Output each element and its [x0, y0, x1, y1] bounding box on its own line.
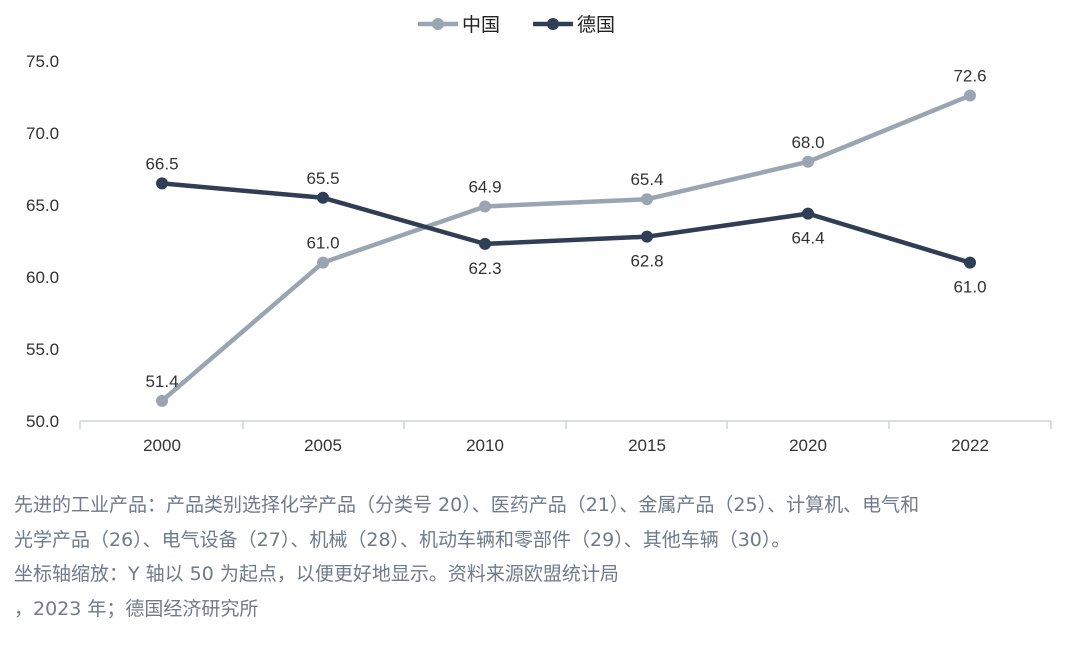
series-layer	[156, 89, 976, 407]
note-line-1: 先进的工业产品：产品类别选择化学产品（分类号 20）、医药产品（21）、金属产品…	[14, 494, 920, 516]
data-label: 61.0	[306, 234, 339, 253]
data-label: 51.4	[145, 372, 178, 391]
x-tick-label: 2015	[628, 436, 666, 455]
data-point	[479, 200, 491, 213]
legend-swatch-marker	[432, 18, 444, 30]
note-line-3: 坐标轴缩放：Y 轴以 50 为起点，以便更好地显示。资料来源欧盟统计局	[14, 563, 619, 585]
data-label: 61.0	[953, 278, 986, 297]
data-label: 72.6	[953, 67, 986, 86]
x-tick-label: 2020	[789, 436, 827, 455]
y-axis: 50.0 55.0 60.0 65.0 70.0 75.0	[26, 52, 59, 431]
y-tick-label: 55.0	[26, 340, 59, 359]
data-label: 62.3	[468, 259, 501, 278]
chart-notes: 先进的工业产品：产品类别选择化学产品（分类号 20）、医药产品（21）、金属产品…	[14, 488, 1076, 626]
data-label: 62.8	[630, 252, 663, 271]
x-tick-label: 2022	[951, 436, 989, 455]
data-labels: 51.4 61.0 64.9 65.4 68.0 72.6 66.5 65.5 62.3 62.8…	[145, 67, 986, 391]
data-label: 64.9	[468, 177, 501, 196]
data-point	[964, 256, 976, 269]
data-label: 65.4	[630, 170, 663, 189]
data-point	[802, 155, 814, 168]
data-point	[479, 237, 491, 250]
y-tick-label: 60.0	[26, 268, 59, 287]
x-tick-label: 2005	[304, 436, 342, 455]
y-tick-label: 70.0	[26, 124, 59, 143]
data-point	[317, 191, 329, 204]
series-line-2	[161, 181, 971, 265]
data-point	[802, 207, 814, 220]
legend-label: 中国	[462, 14, 500, 36]
data-point	[156, 394, 168, 407]
data-point	[317, 256, 329, 269]
data-point	[156, 177, 168, 190]
data-label: 65.5	[306, 169, 339, 188]
data-label: 66.5	[145, 154, 178, 173]
x-axis: 2000 2005 2010 2015 2020 2022	[79, 420, 1052, 455]
line-chart: 中国 德国 50.055.060.065.070.075.0 2000 2005 20…	[26, 14, 1052, 455]
note-line-2: 光学产品（26）、电气设备（27）、机械（28）、机动车辆和零部件（29）、其他…	[14, 528, 791, 551]
legend-swatch-marker	[547, 18, 559, 30]
data-label: 68.0	[791, 133, 824, 152]
legend: 中国 德国	[418, 14, 615, 36]
y-tick-label: 65.0	[26, 196, 59, 215]
y-tick-label: 75.0	[26, 52, 59, 71]
data-point	[964, 89, 976, 102]
data-label: 64.4	[791, 229, 824, 248]
data-point	[641, 230, 653, 243]
x-tick-label: 2000	[143, 436, 181, 455]
x-tick-label: 2010	[466, 436, 504, 455]
y-tick-label: 50.0	[26, 412, 59, 431]
note-line-4: ，2023 年；德国经济研究所	[14, 597, 259, 620]
legend-label: 德国	[577, 14, 615, 36]
data-point	[641, 193, 653, 206]
series-line-1	[160, 93, 971, 403]
